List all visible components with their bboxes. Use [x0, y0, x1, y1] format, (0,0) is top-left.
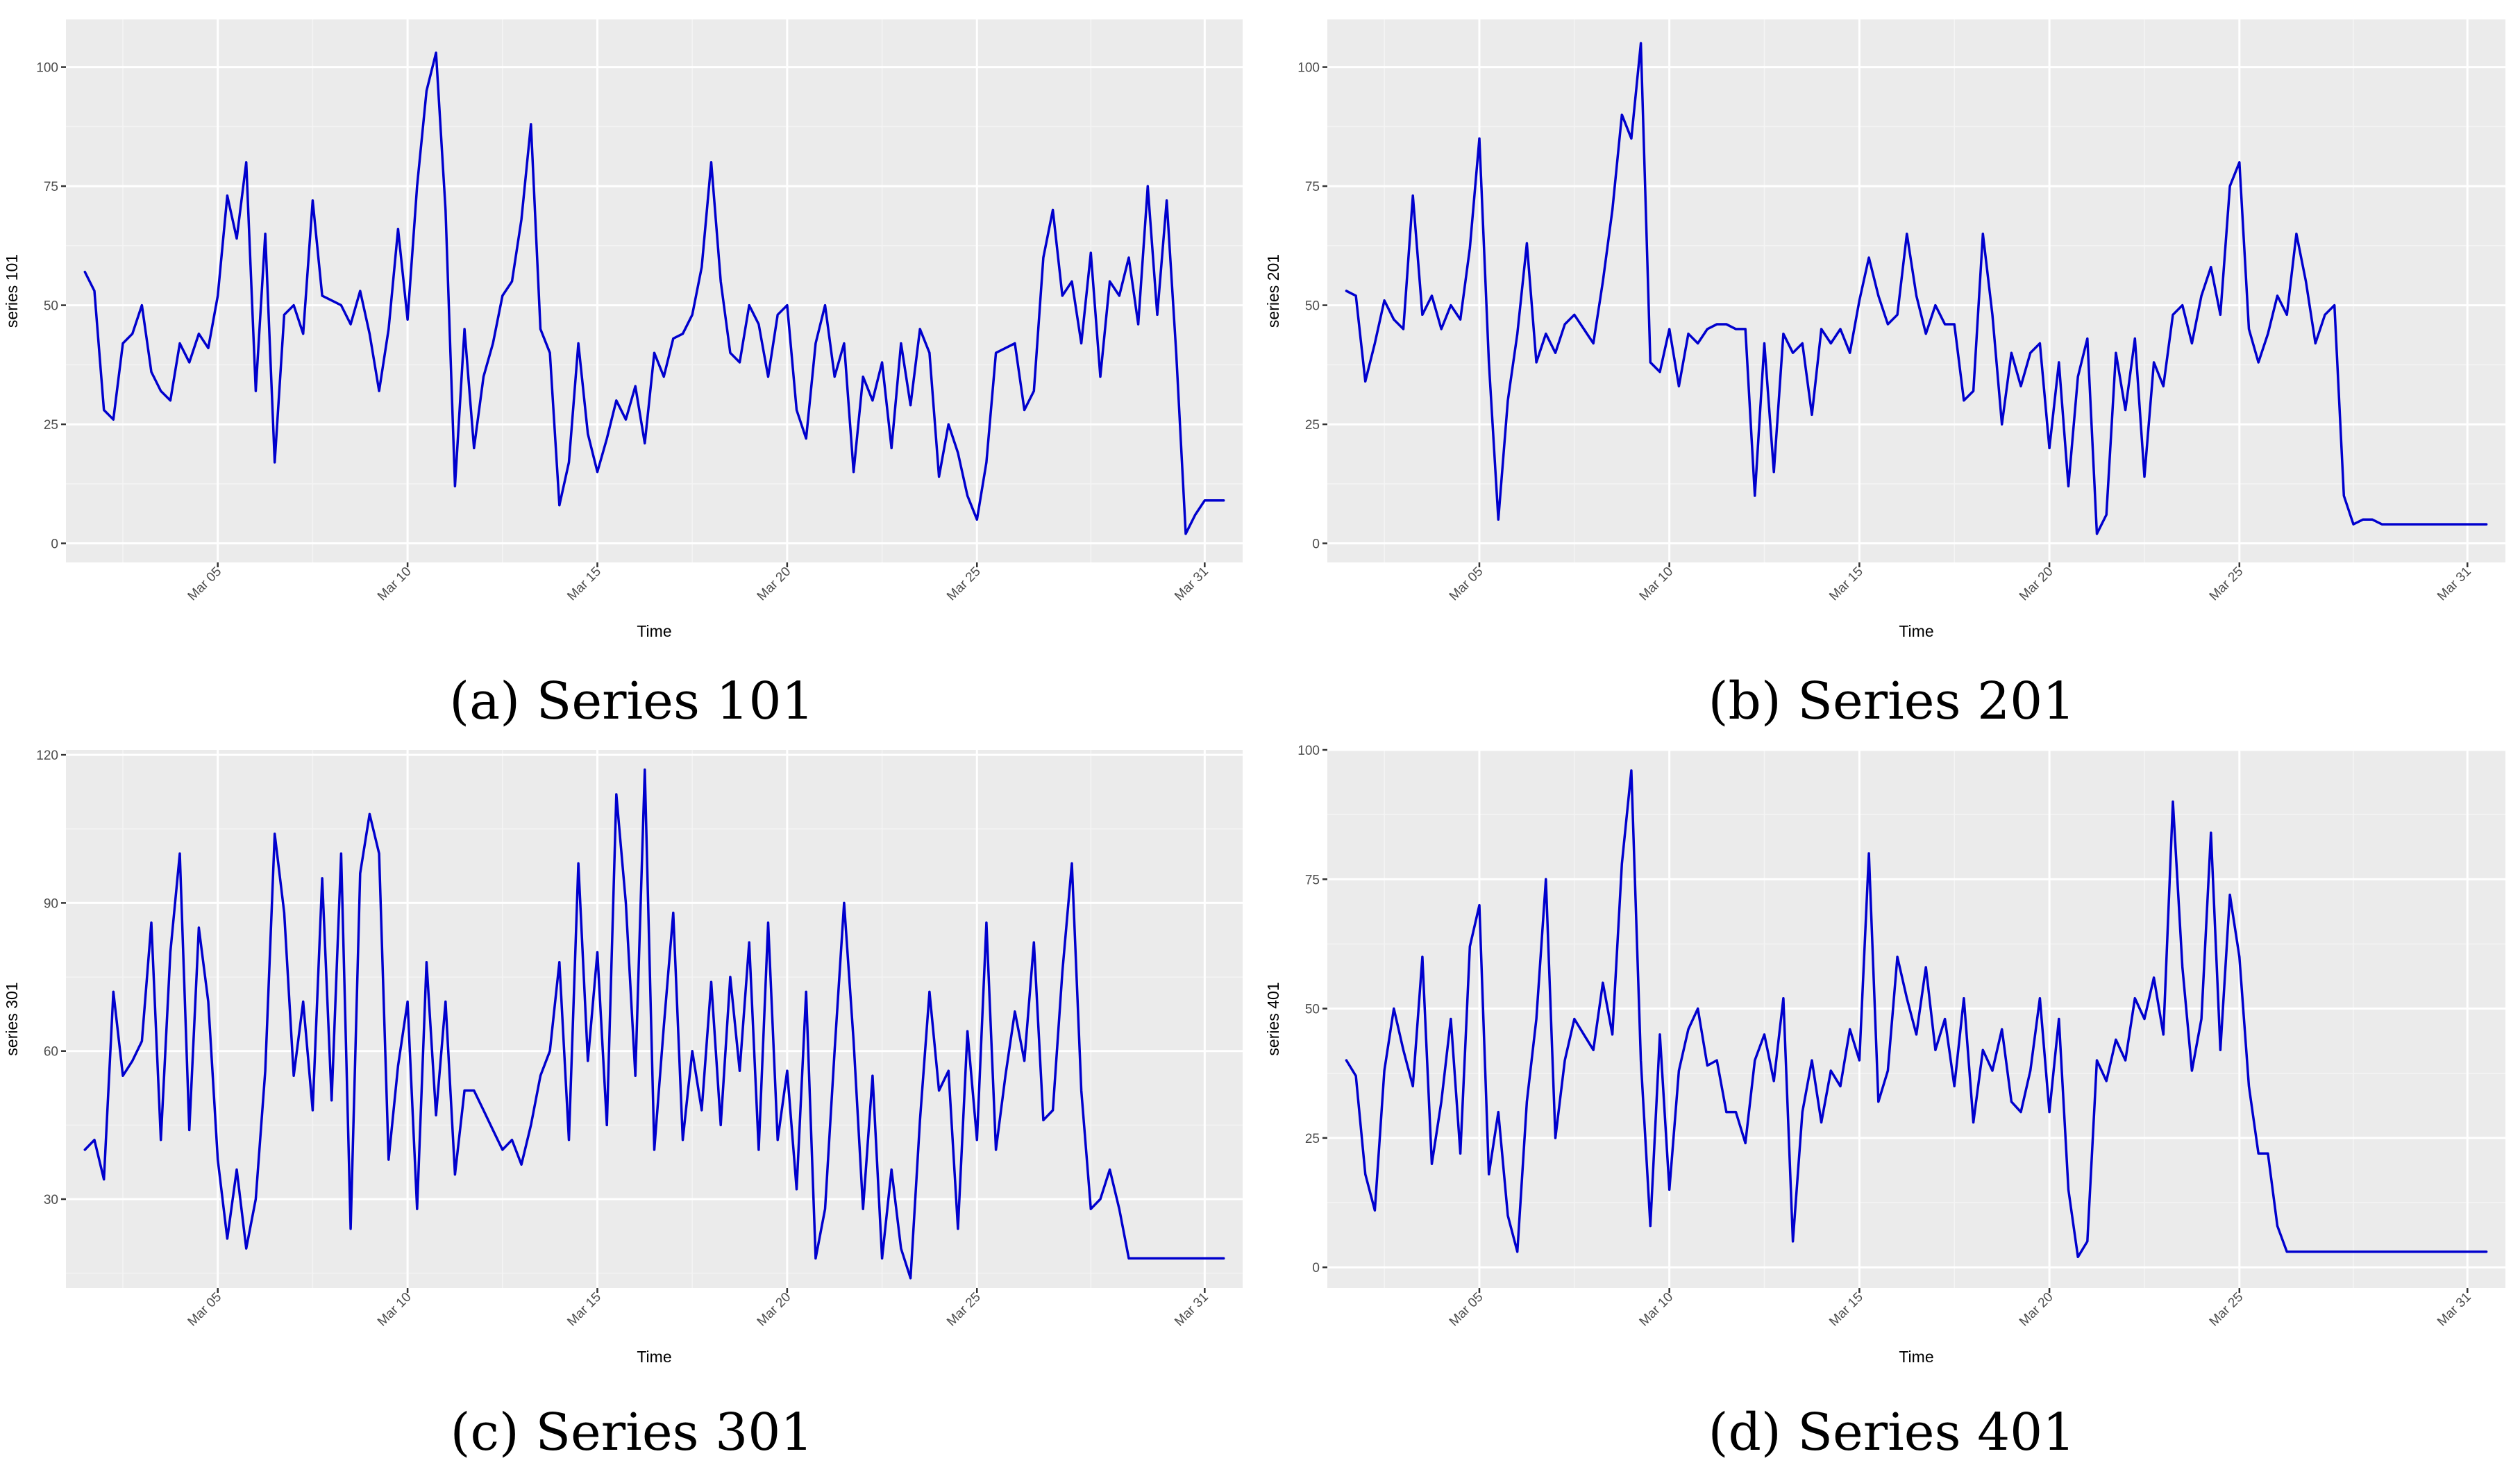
x-tick-label: Mar 25 — [944, 1290, 984, 1330]
y-tick-label: 75 — [1305, 873, 1320, 887]
subfigure-caption: (c) Series 301 — [451, 1403, 814, 1462]
y-axis-title: series 401 — [1264, 982, 1282, 1055]
y-tick-label: 0 — [1312, 537, 1320, 552]
x-tick-label: Mar 20 — [2017, 564, 2056, 604]
series-line — [1345, 769, 2488, 1259]
y-tick-label: 0 — [1312, 1261, 1320, 1276]
y-axis-title: series 101 — [3, 254, 21, 328]
y-axis-title: series 301 — [3, 982, 21, 1055]
y-tick-label: 25 — [1305, 1132, 1320, 1146]
y-tick-label: 25 — [44, 418, 58, 433]
series-line — [83, 768, 1225, 1280]
x-tick-label: Mar 15 — [1826, 564, 1866, 604]
y-tick-label: 50 — [1305, 1003, 1320, 1017]
x-tick-label: Mar 20 — [755, 1290, 794, 1330]
subfigure-caption: (b) Series 201 — [1708, 671, 2076, 731]
x-tick-label: Mar 20 — [755, 564, 794, 604]
subfigure-caption: (d) Series 401 — [1708, 1403, 2076, 1462]
x-tick-label: Mar 10 — [1637, 564, 1677, 604]
x-tick-label: Mar 20 — [2017, 1290, 2056, 1330]
x-tick-label: Mar 15 — [1826, 1290, 1866, 1330]
x-tick-label: Mar 15 — [564, 564, 604, 604]
x-tick-label: Mar 05 — [1447, 1290, 1486, 1330]
chart-panel-4: 0 25 50 75 100 Mar 05 Mar 10 Mar 15 Mar 20 Mar 25… — [1264, 744, 2505, 1462]
x-tick-label: Mar 10 — [375, 564, 414, 604]
x-tick-label: Mar 31 — [1172, 564, 1211, 604]
x-tick-label: Mar 05 — [185, 1290, 225, 1330]
x-tick-label: Mar 31 — [2435, 1290, 2474, 1330]
y-tick-label: 100 — [36, 61, 58, 76]
x-axis-title: Time — [1899, 1348, 1933, 1366]
chart-panel-3: 30 60 90 120 Mar 05 Mar 10 Mar 15 Mar 20 Mar 25 M… — [3, 748, 1243, 1462]
y-tick-label: 50 — [1305, 299, 1320, 314]
x-tick-label: Mar 10 — [1637, 1290, 1677, 1330]
y-tick-label: 90 — [44, 896, 58, 911]
x-tick-label: Mar 05 — [1447, 564, 1486, 604]
y-tick-label: 30 — [44, 1193, 58, 1207]
subfigure-caption: (a) Series 101 — [449, 671, 814, 731]
x-tick-label: Mar 15 — [564, 1290, 604, 1330]
plot-background — [1327, 750, 2505, 1288]
y-tick-label: 0 — [51, 537, 58, 552]
y-tick-label: 25 — [1305, 418, 1320, 433]
chart-panel-1: 0 25 50 75 100 Mar 05 Mar 10 Mar 15 Mar 20 Mar 25… — [3, 19, 1243, 731]
x-axis-title: Time — [637, 1348, 671, 1366]
series-line — [1345, 42, 2488, 535]
y-tick-label: 75 — [1305, 180, 1320, 194]
x-tick-label: Mar 25 — [944, 564, 984, 604]
series-line — [83, 51, 1225, 535]
y-tick-label: 60 — [44, 1045, 58, 1060]
y-tick-label: 50 — [44, 299, 58, 314]
x-tick-label: Mar 10 — [375, 1290, 414, 1330]
y-tick-label: 120 — [36, 748, 58, 763]
y-tick-label: 75 — [44, 180, 58, 194]
chart-panel-2: 0 25 50 75 100 Mar 05 Mar 10 Mar 15 Mar 20 Mar 25… — [1264, 19, 2505, 731]
x-tick-label: Mar 31 — [1172, 1290, 1211, 1330]
x-axis-title: Time — [637, 622, 671, 640]
x-tick-label: Mar 31 — [2435, 564, 2474, 604]
y-tick-label: 100 — [1297, 744, 1320, 758]
x-tick-label: Mar 25 — [2207, 1290, 2246, 1330]
x-axis-title: Time — [1899, 622, 1933, 640]
x-tick-label: Mar 05 — [185, 564, 225, 604]
x-tick-label: Mar 25 — [2207, 564, 2246, 604]
y-axis-title: series 201 — [1264, 254, 1282, 328]
y-tick-label: 100 — [1297, 61, 1320, 76]
